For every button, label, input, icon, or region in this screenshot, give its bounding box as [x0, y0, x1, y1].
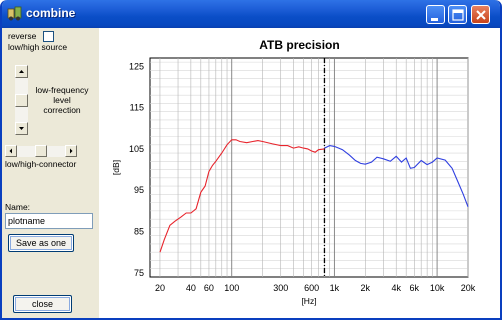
close-window-button[interactable]: [471, 5, 490, 24]
chart-title: ATB precision: [259, 38, 340, 52]
scroll-left-button[interactable]: [5, 145, 17, 157]
reverse-checkbox[interactable]: [43, 31, 54, 42]
title-bar[interactable]: combine: [2, 0, 500, 28]
y-tick-label: 85: [134, 227, 144, 237]
x-tick-label: 20: [155, 283, 165, 293]
low-high-source-label: low/high source: [8, 42, 68, 52]
x-tick-label: 20k: [461, 283, 476, 293]
name-input[interactable]: [5, 213, 93, 229]
close-icon: [476, 10, 486, 20]
low-frequency-series-line: [159, 139, 325, 253]
arrow-down-icon: [19, 127, 24, 130]
y-axis-label: [dB]: [111, 160, 121, 175]
x-tick-label: 6k: [410, 283, 420, 293]
close-button[interactable]: close: [13, 295, 72, 313]
scroll-down-button[interactable]: [15, 122, 28, 135]
level-correction-label-3: correction: [43, 105, 81, 115]
arrow-right-icon: [70, 148, 73, 154]
x-tick-label: 600: [304, 283, 319, 293]
app-icon: [7, 6, 22, 21]
level-correction-label-1: low-frequency: [35, 85, 89, 95]
control-panel: reverse low/high source low-frequency le…: [2, 28, 99, 318]
scroll-up-button[interactable]: [15, 65, 28, 78]
name-label: Name:: [5, 202, 31, 212]
window-title: combine: [26, 6, 76, 20]
level-correction-thumb[interactable]: [15, 94, 28, 107]
frequency-response-chart: 75 85 95 105 115 125 20 40 60 100 300 600 1k 2k 4k 6k 10…: [111, 57, 476, 306]
x-tick-label: 1k: [330, 283, 340, 293]
level-correction-label-2: level: [53, 95, 71, 105]
x-tick-label: 10k: [430, 283, 445, 293]
level-correction-scrollbar[interactable]: [15, 65, 28, 135]
arrow-up-icon: [19, 70, 24, 73]
y-tick-label: 95: [134, 185, 144, 195]
y-tick-label: 115: [130, 103, 144, 113]
low-high-connector-scrollbar[interactable]: [5, 145, 77, 157]
connector-thumb[interactable]: [35, 145, 47, 157]
scroll-right-button[interactable]: [65, 145, 77, 157]
x-tick-label: 100: [224, 283, 239, 293]
save-as-one-button[interactable]: Save as one: [8, 234, 74, 252]
x-tick-label: 60: [204, 283, 214, 293]
maximize-button[interactable]: [448, 5, 467, 24]
arrow-left-icon: [9, 148, 12, 154]
x-tick-label: 300: [273, 283, 288, 293]
x-axis-label: [Hz]: [301, 296, 316, 306]
low-high-connector-label: low/high-connector: [5, 159, 77, 169]
y-tick-label: 105: [129, 144, 144, 154]
reverse-label: reverse: [8, 31, 37, 41]
plot-area: ATB precision 75 85 95 105 115 125 20 40 60 100 30…: [99, 28, 500, 318]
y-tick-label: 125: [129, 61, 144, 71]
high-frequency-series-line: [324, 145, 469, 207]
minimize-button[interactable]: [426, 5, 445, 24]
x-tick-label: 4k: [391, 283, 401, 293]
x-tick-label: 40: [186, 283, 196, 293]
y-tick-label: 75: [134, 268, 144, 278]
x-tick-label: 2k: [361, 283, 371, 293]
